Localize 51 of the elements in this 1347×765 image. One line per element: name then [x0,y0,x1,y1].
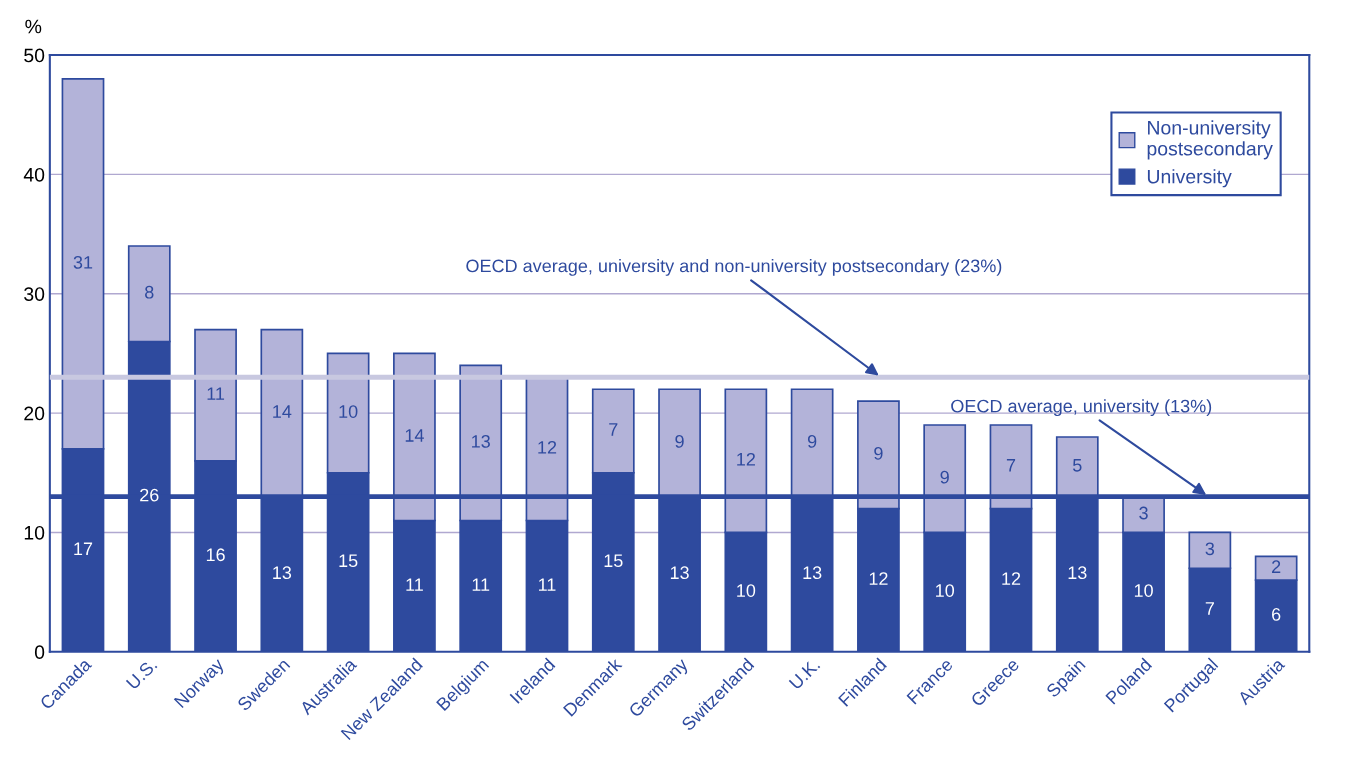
ref-line-label: OECD average, university and non-university postsecondary (23%) [466,259,1002,276]
data-label: 15 [339,554,358,568]
data-label: 13 [273,566,292,580]
data-label: 3 [1139,506,1148,520]
data-label: 5 [1072,459,1082,472]
y-tick-label: 0 [34,645,45,660]
ref-line-label: OECD average, university (13%) [951,399,1212,417]
data-label: 11 [406,578,423,591]
data-label: 2 [1272,560,1281,573]
data-label: 13 [803,566,822,580]
data-label: 7 [1006,459,1016,472]
y-tick-label: 10 [24,525,45,540]
data-label: 13 [1068,566,1087,580]
data-label: 10 [737,584,756,597]
data-label: 17 [74,542,93,556]
data-label: 3 [1205,542,1215,556]
legend-label: University [1147,169,1232,188]
data-label: 12 [1002,572,1021,585]
data-label: 10 [339,405,358,418]
data-label: 12 [869,572,888,585]
data-label: 31 [73,255,93,269]
legend-label: Non-university postsecondary [1147,120,1273,160]
data-label: 9 [807,435,817,448]
data-label: 10 [936,584,955,597]
data-label: 10 [1134,584,1153,597]
y-tick-label: 20 [24,406,45,421]
data-label: 15 [604,554,623,568]
data-label: 9 [940,470,949,484]
data-label: 11 [472,578,490,591]
data-label: 7 [609,423,618,436]
y-axis-title: % [25,19,42,34]
data-label: 12 [538,440,557,454]
data-label: 9 [675,435,684,448]
data-label: 16 [206,548,225,562]
y-tick-label: 50 [24,48,45,63]
x-tick-label: U.K. [788,658,821,690]
data-label: 12 [737,452,755,466]
data-label: 9 [874,446,883,460]
data-label: 6 [1272,608,1281,621]
data-label: 26 [140,488,159,502]
data-label: 14 [273,405,292,418]
data-label: 11 [207,387,225,400]
data-label: 11 [538,578,556,591]
x-tick-label: U.S. [125,658,158,690]
data-label: 13 [670,566,689,580]
data-label: 14 [405,429,424,442]
data-label: 13 [472,435,490,448]
data-label: 8 [145,285,154,299]
y-tick-label: 40 [23,167,45,182]
data-label: 7 [1205,602,1214,615]
y-tick-label: 30 [24,287,45,301]
